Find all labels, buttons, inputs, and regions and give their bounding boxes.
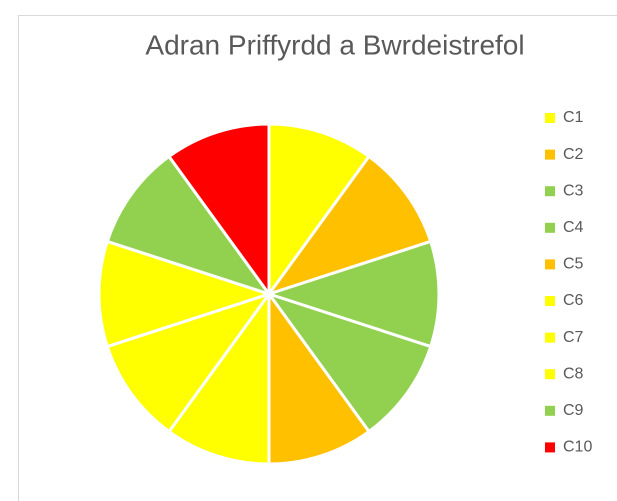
pie-slice [167, 292, 271, 466]
legend-swatch [545, 113, 555, 123]
legend-swatch [545, 296, 555, 306]
pie-slice [167, 122, 271, 296]
legend-label: C4 [563, 219, 584, 236]
legend-label: C7 [563, 329, 584, 346]
pie-slice [97, 239, 271, 349]
legend-swatch [545, 332, 555, 343]
chart-title: Adran Priffyrdd a Bwrdeistrefol [145, 29, 524, 60]
pie-slice [267, 292, 433, 434]
legend-label: C8 [563, 365, 584, 382]
pie-slice [267, 239, 441, 349]
legend-swatch [545, 369, 555, 380]
legend-label: C3 [563, 182, 584, 199]
pie-slice [105, 154, 271, 296]
legend-label: C2 [563, 146, 584, 163]
legend-label: C6 [563, 292, 584, 309]
legend-swatch [545, 186, 555, 197]
legend-swatch [545, 442, 555, 453]
pie-slice [267, 292, 371, 466]
legend-swatch [545, 259, 555, 270]
pie-slice [267, 122, 371, 296]
pie-slice [267, 154, 433, 296]
legend-swatch [545, 149, 555, 160]
legend-swatch [545, 222, 555, 233]
legend-label: C10 [563, 439, 592, 456]
pie-slice [105, 292, 271, 434]
legend-label: C1 [563, 109, 584, 126]
legend-label: C5 [563, 256, 584, 273]
legend-swatch [545, 405, 555, 416]
legend-label: C9 [563, 402, 584, 419]
